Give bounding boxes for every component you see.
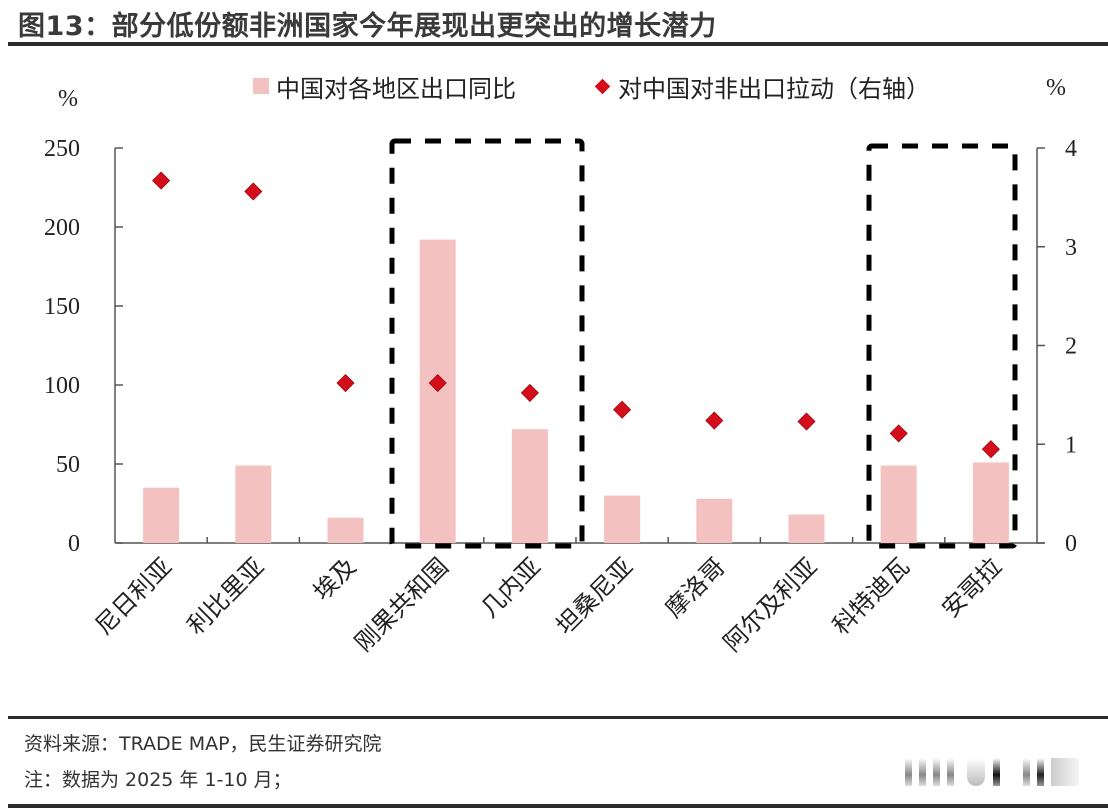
- legend: 中国对各地区出口同比 对中国对非出口拉动（右轴）: [253, 75, 930, 103]
- diamond-marker-icon: [428, 373, 447, 393]
- bar: [327, 517, 364, 543]
- right-tick-label: 4: [1065, 136, 1077, 162]
- category-label: 利比里亚: [182, 552, 270, 640]
- diamond-marker-icon: [981, 440, 1000, 459]
- bar-series: [143, 239, 1009, 543]
- category-label: 阿尔及利亚: [718, 552, 823, 657]
- bar: [143, 487, 180, 543]
- watermark-logo-icon: [905, 752, 1105, 788]
- category-label: 尼日利亚: [90, 552, 178, 640]
- category-label: 安哥拉: [936, 552, 1007, 623]
- category-label: 刚果共和国: [349, 552, 454, 657]
- left-tick-label: 150: [44, 294, 80, 320]
- left-tick-label: 50: [56, 452, 80, 478]
- right-tick-label: 3: [1065, 235, 1077, 261]
- diamond-marker-icon: [797, 412, 816, 431]
- bar: [972, 462, 1009, 543]
- diamond-marker-icon: [705, 411, 724, 430]
- category-label: 坦桑尼亚: [551, 552, 639, 640]
- diamond-marker-icon: [336, 373, 355, 393]
- diamond-marker-icon: [152, 171, 171, 190]
- chart: 中国对各地区出口同比 对中国对非出口拉动（右轴） % % 0 50 100 150 20…: [0, 50, 1108, 710]
- figure-title: 图13：部分低份额非洲国家今年展现出更突出的增长潜力: [18, 11, 717, 42]
- legend-marker-label: 对中国对非出口拉动（右轴）: [618, 75, 930, 103]
- bar: [511, 429, 548, 543]
- bar: [604, 495, 641, 543]
- left-tick-label: 0: [68, 531, 80, 557]
- legend-diamond-icon: [594, 78, 611, 95]
- marker-series: [152, 171, 1000, 459]
- right-tick-label: 2: [1065, 334, 1077, 360]
- chart-canvas: 中国对各地区出口同比 对中国对非出口拉动（右轴） % % 05010015020…: [44, 75, 1077, 657]
- diamond-marker-icon: [520, 383, 539, 402]
- category-label: 摩洛哥: [660, 552, 731, 623]
- bottom-rule: [8, 804, 1108, 808]
- title-rule: [8, 42, 1108, 46]
- category-label: 科特迪瓦: [827, 552, 915, 640]
- highlight-box-congo-guinea: [389, 138, 585, 549]
- right-axis-unit: %: [1046, 75, 1066, 101]
- left-tick-label: 100: [44, 373, 80, 399]
- bar: [696, 498, 733, 543]
- bar: [880, 465, 917, 543]
- diamond-marker-icon: [613, 400, 632, 419]
- bar: [788, 514, 825, 543]
- axes: 0 50 100 150 200 250 0 1 2 3 4: [44, 136, 1077, 557]
- data-note: 注：数据为 2025 年 1-10 月；: [24, 769, 292, 791]
- bar: [235, 465, 272, 543]
- diamond-marker-icon: [244, 182, 263, 201]
- category-label: 几内亚: [475, 552, 546, 623]
- left-tick-label: 250: [44, 136, 80, 162]
- footer-rule: [8, 716, 1108, 719]
- category-label: 埃及: [308, 552, 362, 606]
- left-tick-label: 200: [44, 215, 80, 241]
- legend-bar-label: 中国对各地区出口同比: [276, 75, 516, 103]
- legend-bar-swatch-icon: [253, 78, 269, 94]
- diamond-marker-icon: [889, 424, 908, 443]
- right-tick-label: 1: [1065, 432, 1077, 458]
- highlight-box-cotedivoire-angola: [866, 143, 1018, 549]
- right-tick-label: 0: [1065, 531, 1077, 557]
- source-note: 资料来源：TRADE MAP，民生证券研究院: [24, 733, 382, 755]
- highlight-boxes: [389, 138, 1018, 549]
- left-axis-unit: %: [58, 86, 78, 112]
